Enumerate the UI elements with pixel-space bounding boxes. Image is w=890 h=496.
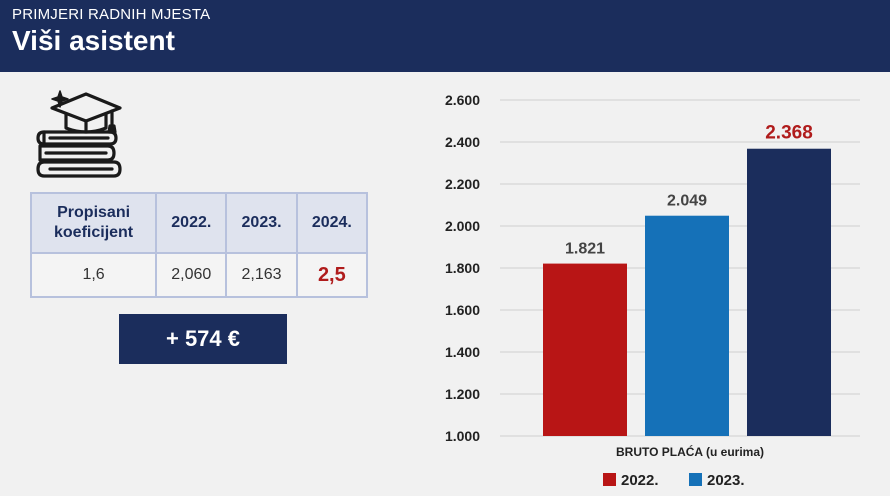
table-header-coefficient-line1: Propisani: [57, 204, 131, 221]
page-title: Viši asistent: [12, 25, 175, 56]
legend-swatch: [689, 473, 702, 486]
bar: [645, 215, 729, 436]
table-cell-2024: 2,5: [295, 252, 369, 298]
y-tick-label: 1.400: [445, 344, 480, 360]
salary-bar-chart: 1.000 1.200 1.400 1.600 1.800 2.000 2.200 2.400…: [420, 80, 890, 491]
bar-value-label: 2.368: [765, 123, 813, 144]
legend-swatch: [603, 473, 616, 486]
y-tick-label: 1.600: [445, 302, 480, 318]
legend-label: 2023.: [707, 472, 745, 489]
salary-increase-box: + 574 €: [119, 314, 287, 364]
bar: [543, 263, 627, 436]
graduation-cap-books-icon: [30, 86, 126, 182]
y-tick-label: 2.600: [445, 92, 480, 108]
table-header-2024: 2024.: [295, 192, 369, 254]
y-tick-label: 2.400: [445, 134, 480, 150]
chart-svg: 1.000 1.200 1.400 1.600 1.800 2.000 2.200 2.400…: [445, 92, 860, 489]
bar-value-label: 2.049: [667, 193, 707, 210]
y-tick-label: 2.000: [445, 218, 480, 234]
table-header-coefficient-line2: koeficijent: [54, 224, 134, 241]
table-cell-2023: 2,163: [225, 252, 298, 298]
y-tick-label: 2.200: [445, 176, 480, 192]
header-banner: PRIMJERI RADNIH MJESTA Viši asistent: [0, 0, 890, 72]
x-axis-label: BRUTO PLAĆA (u eurima): [616, 444, 764, 459]
table-header-2022: 2022.: [155, 192, 228, 254]
y-tick-label: 1.800: [445, 260, 480, 276]
table-header-2023: 2023.: [225, 192, 298, 254]
table-header-coefficient: Propisani koeficijent: [29, 192, 158, 254]
section-subtitle: PRIMJERI RADNIH MJESTA: [12, 6, 211, 23]
bar: [747, 148, 831, 436]
y-tick-label: 1.200: [445, 386, 480, 402]
table-header-row: Propisani koeficijent 2022. 2023. 2024.: [29, 192, 369, 254]
bar-value-label: 1.821: [565, 241, 605, 258]
table-cell-2022: 2,060: [155, 252, 228, 298]
legend-label: 2022.: [621, 472, 659, 489]
table-row: 1,6 2,060 2,163 2,5: [29, 252, 369, 298]
table-cell-coefficient: 1,6: [29, 252, 158, 298]
y-tick-label: 1.000: [445, 428, 480, 444]
coefficient-table: Propisani koeficijent 2022. 2023. 2024. …: [29, 192, 369, 298]
